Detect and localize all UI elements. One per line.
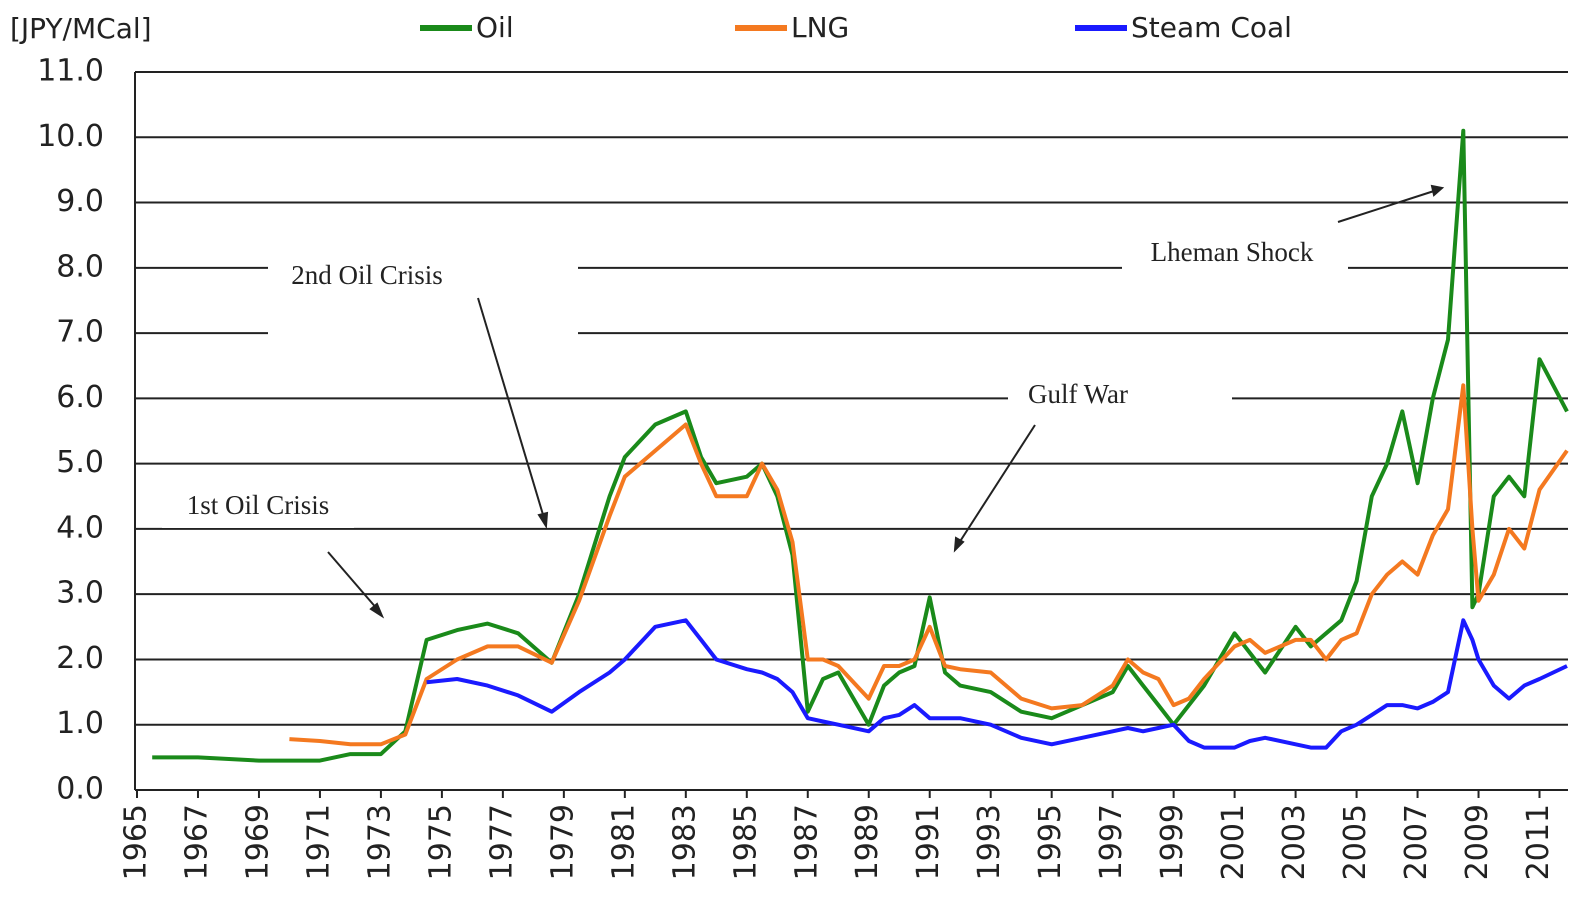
annotation-bg [1008, 378, 1232, 418]
legend-label: Steam Coal [1131, 11, 1292, 44]
y-tick-label: 7.0 [56, 315, 104, 350]
x-tick-label: 1995 [1033, 804, 1068, 880]
x-tick-label: 1989 [850, 804, 885, 880]
y-tick-label: 4.0 [56, 510, 104, 545]
x-tick-label: 2003 [1277, 804, 1312, 880]
x-tick-label: 2001 [1216, 804, 1251, 880]
x-tick-label: 1997 [1094, 804, 1129, 880]
x-tick-label: 1993 [972, 804, 1007, 880]
x-tick-label: 1973 [362, 804, 397, 880]
x-tick-label: 1965 [119, 804, 154, 880]
y-tick-label: 2.0 [56, 641, 104, 676]
annotation-bg [268, 258, 578, 353]
legend-label: Oil [476, 11, 514, 44]
x-tick-label: 1981 [606, 804, 641, 880]
x-tick-label: 2011 [1521, 804, 1556, 880]
x-tick-label: 1979 [545, 804, 580, 880]
x-tick-label: 1987 [789, 804, 824, 880]
x-tick-label: 1991 [911, 804, 946, 880]
x-tick-label: 2005 [1338, 804, 1373, 880]
annotation: Lheman Shock [1151, 237, 1314, 267]
x-tick-label: 2009 [1460, 804, 1495, 880]
y-tick-label: 1.0 [56, 706, 104, 741]
annotation: Gulf War [1028, 379, 1128, 409]
y-tick-label: 10.0 [37, 119, 104, 154]
series-line [289, 383, 1569, 747]
x-tick-label: 1985 [728, 804, 763, 880]
y-tick-label: 5.0 [56, 445, 104, 480]
annotation-bg [1122, 236, 1348, 276]
y-tick-label: 8.0 [56, 249, 104, 284]
x-tick-label: 1967 [179, 804, 214, 880]
y-tick-label: 11.0 [37, 54, 104, 89]
x-tick-label: 1977 [484, 804, 519, 880]
x-tick-label: 1975 [423, 804, 458, 880]
y-tick-label: 3.0 [56, 576, 104, 611]
annotation-arrows [327, 184, 1445, 619]
annotation: 2nd Oil Crisis [291, 260, 443, 290]
series-line [426, 618, 1568, 750]
annotation: 1st Oil Crisis [187, 490, 330, 520]
series-line [152, 128, 1569, 763]
x-tick-label: 1999 [1155, 804, 1190, 880]
y-axis-label: [JPY/MCal] [10, 12, 152, 45]
x-tick-label: 1969 [240, 804, 275, 880]
legend-label: LNG [791, 11, 849, 44]
y-tick-label: 0.0 [56, 772, 104, 807]
y-tick-label: 6.0 [56, 380, 104, 415]
x-tick-label: 2007 [1399, 804, 1434, 880]
y-tick-label: 9.0 [56, 184, 104, 219]
x-tick-label: 1971 [301, 804, 336, 880]
annotation-bg [162, 490, 354, 528]
x-tick-label: 1983 [667, 804, 702, 880]
